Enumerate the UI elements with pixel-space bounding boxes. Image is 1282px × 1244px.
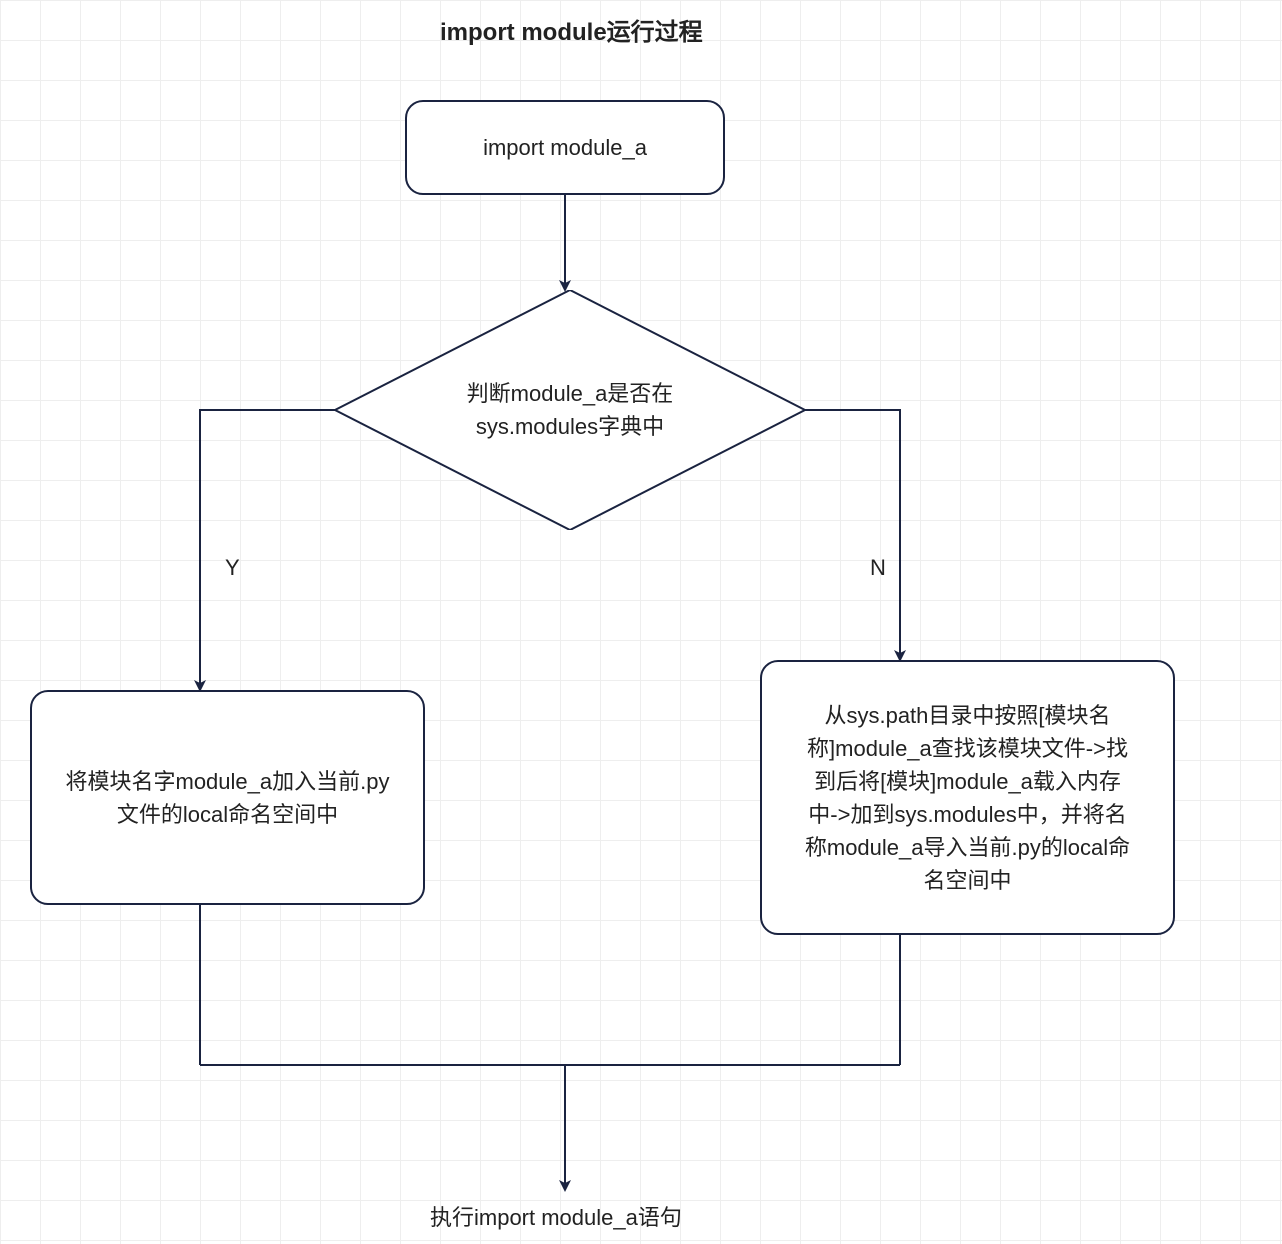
- no-label-line5: 称module_a导入当前.py的local命: [805, 835, 1130, 860]
- node-no-branch: 从sys.path目录中按照[模块名 称]module_a查找该模块文件->找 …: [760, 660, 1175, 935]
- yes-label-line2: 文件的local命名空间中: [117, 802, 338, 827]
- decision-label-line1: 判断module_a是否在: [467, 381, 674, 406]
- yes-label-line1: 将模块名字module_a加入当前.py: [66, 769, 390, 794]
- decision-label-line2: sys.modules字典中: [476, 414, 664, 439]
- no-label-line1: 从sys.path目录中按照[模块名: [824, 703, 1110, 728]
- node-start-label: import module_a: [483, 131, 647, 164]
- diagram-title: import module运行过程: [440, 12, 703, 47]
- no-label-line4: 中->加到sys.modules中，并将名: [808, 802, 1126, 827]
- edge-label-yes: Y: [225, 555, 240, 581]
- edge-label-no: N: [870, 555, 886, 581]
- end-label: 执行import module_a语句: [430, 1200, 682, 1232]
- node-yes-branch: 将模块名字module_a加入当前.py 文件的local命名空间中: [30, 690, 425, 905]
- node-decision: 判断module_a是否在 sys.modules字典中: [335, 290, 805, 530]
- node-start: import module_a: [405, 100, 725, 195]
- flowchart-canvas: import module运行过程 import module_a 判断modu…: [0, 0, 1282, 1244]
- no-label-line6: 名空间中: [923, 868, 1011, 893]
- no-label-line3: 到后将[模块]module_a载入内存: [814, 769, 1121, 794]
- no-label-line2: 称]module_a查找该模块文件->找: [807, 736, 1128, 761]
- node-decision-label: 判断module_a是否在 sys.modules字典中: [335, 290, 805, 530]
